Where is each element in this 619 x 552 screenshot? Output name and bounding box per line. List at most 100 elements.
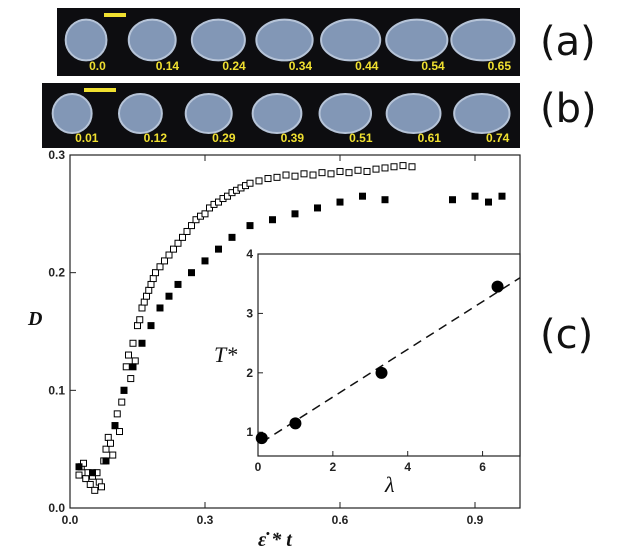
data-point-open: [273, 173, 281, 181]
data-point-open: [107, 439, 114, 447]
data-point-open: [165, 251, 173, 259]
inset-data-point: [375, 366, 388, 379]
data-point-filled: [291, 210, 299, 218]
data-point-open: [179, 233, 186, 241]
data-point-filled: [89, 469, 96, 477]
frame-cell-a: [190, 18, 246, 62]
data-point-open: [309, 171, 317, 179]
data-point-open: [140, 298, 148, 306]
frame-cell-a: [385, 18, 449, 62]
frame-label-b: 0.51: [349, 131, 373, 145]
data-point-open: [102, 445, 110, 453]
data-point-open: [147, 280, 155, 288]
data-point-filled: [269, 216, 276, 224]
data-point-open: [188, 222, 195, 230]
x-tick-label: 0.6: [332, 513, 349, 527]
panel-label-c: (c): [540, 312, 593, 358]
data-point-open: [183, 227, 191, 235]
data-point-filled: [120, 386, 128, 394]
x-tick-label: 0.9: [467, 513, 484, 527]
data-point-open: [255, 177, 263, 185]
data-point-filled: [111, 422, 119, 430]
frame-label-b: 0.74: [486, 131, 510, 145]
data-point-filled: [381, 196, 389, 204]
frame-cell-a: [320, 18, 382, 62]
inset-x-axis: 0 2 4 6: [255, 451, 486, 474]
data-point-open: [131, 357, 139, 365]
inset-data-point: [289, 417, 302, 430]
data-point-open: [318, 169, 326, 177]
data-point-open: [104, 433, 112, 441]
data-point-open: [381, 164, 389, 172]
data-point-filled: [336, 198, 344, 206]
data-point-filled: [129, 363, 137, 371]
data-point-open: [363, 167, 371, 175]
data-point-filled: [485, 198, 492, 206]
frame-label-b: 0.61: [418, 131, 442, 145]
inset-x-tick-label: 6: [479, 460, 486, 474]
data-point-open: [264, 175, 272, 183]
frame-cell-b: [251, 93, 303, 134]
data-point-open: [149, 275, 157, 283]
data-point-open: [201, 210, 209, 218]
inset-x-tick-label: 4: [404, 460, 411, 474]
data-point-filled: [449, 196, 456, 204]
y-tick-label: 0.2: [48, 266, 65, 280]
data-point-filled: [314, 204, 321, 212]
data-point-open: [156, 263, 164, 271]
inset-y-tick-label: 1: [246, 425, 253, 439]
data-point-open: [129, 339, 137, 347]
inset-x-tick-label: 2: [330, 460, 337, 474]
scale-bar-b: [84, 88, 116, 92]
frame-cell-b: [453, 93, 511, 134]
frame-cell-a: [64, 18, 108, 62]
main-chart: 0.0 0.3 0.6 0.9 0.0 0.1 0.2 0.3 D ε̇ * t: [27, 148, 521, 551]
inset-y-axis: 1 2 3 4: [246, 247, 263, 439]
data-point-open: [300, 170, 308, 178]
data-point-open: [192, 216, 200, 224]
data-point-open: [98, 483, 105, 491]
main-x-axis-label: ε̇ * t: [258, 529, 293, 551]
data-point-open: [86, 480, 94, 488]
data-point-open: [152, 269, 159, 277]
frame-label-b: 0.39: [281, 131, 305, 145]
data-point-open: [127, 375, 135, 383]
data-point-open: [336, 167, 344, 175]
x-tick-label: 0.0: [62, 513, 79, 527]
data-point-open: [170, 245, 177, 253]
data-point-filled: [359, 192, 366, 200]
data-point-open: [399, 162, 407, 170]
y-tick-label: 0.1: [48, 383, 65, 397]
main-y-axis: 0.0 0.1 0.2 0.3: [48, 148, 520, 515]
data-point-open: [118, 398, 126, 406]
frame-cell-a: [450, 18, 516, 62]
data-point-open: [206, 204, 213, 212]
frame-label-a: 0.44: [355, 59, 379, 73]
data-point-filled: [498, 192, 506, 200]
frame-label-a: 0.0: [89, 59, 106, 73]
data-point-open: [138, 304, 146, 312]
frame-label-b: 0.29: [212, 131, 236, 145]
main-points: [75, 162, 506, 494]
inset-plot-frame: [257, 253, 521, 457]
data-point-filled: [102, 457, 110, 465]
frame-label-b: 0.01: [75, 131, 99, 145]
frame-label-b: 0.12: [144, 131, 168, 145]
data-point-open: [125, 351, 132, 359]
data-point-open: [174, 239, 182, 247]
panel-label-a: (a): [540, 19, 596, 65]
frame-label-a: 0.14: [156, 59, 180, 73]
frame-label-a: 0.65: [488, 59, 512, 73]
frame-label-a: 0.34: [289, 59, 313, 73]
inset-y-axis-label: T*: [214, 342, 237, 367]
data-point-open: [327, 170, 335, 178]
data-point-open: [136, 316, 144, 324]
data-point-open: [161, 257, 168, 265]
data-point-filled: [201, 257, 209, 265]
frame-cell-b: [51, 93, 93, 134]
data-point-open: [91, 486, 99, 494]
data-point-open: [291, 172, 299, 180]
inset-y-tick-label: 4: [246, 247, 253, 261]
data-point-open: [75, 471, 83, 479]
